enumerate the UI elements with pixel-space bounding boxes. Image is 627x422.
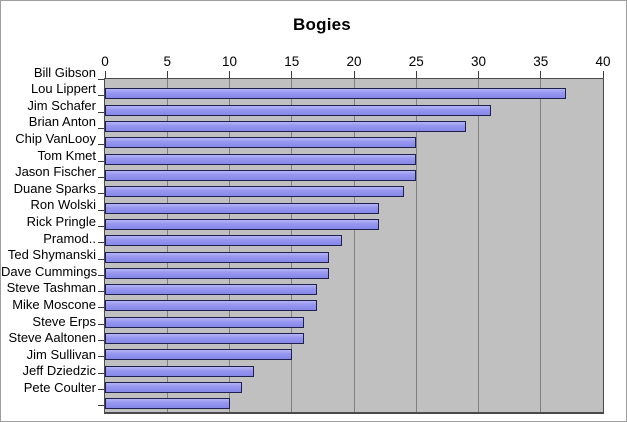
- bar-pramod-: [105, 251, 330, 263]
- bar-steve-aaltonen: [105, 349, 292, 361]
- y-axis-tick: [98, 176, 104, 178]
- category-label: Ron Wolski: [30, 197, 96, 213]
- y-axis-tick: [98, 340, 104, 342]
- chart-title: Bogies: [293, 15, 351, 34]
- y-axis-tick: [98, 323, 104, 325]
- x-axis-tick: [415, 71, 417, 78]
- y-axis-tick: [98, 274, 104, 276]
- category-label: Rick Pringle: [26, 213, 96, 229]
- y-axis-tick: [98, 405, 104, 407]
- category-label: Mike Moscone: [12, 296, 96, 312]
- x-axis-tick: [229, 71, 230, 78]
- category-label: Steve Erps: [32, 313, 96, 329]
- category-label: Tom Kmet: [37, 147, 96, 163]
- x-axis-tick: [291, 71, 293, 78]
- category-label: Jeff Dziedzic: [22, 363, 96, 379]
- x-tick-label: 5: [163, 54, 171, 69]
- bar-tom-kmet: [105, 169, 417, 181]
- y-axis-tick: [98, 79, 104, 80]
- y-axis-tick: [98, 95, 104, 97]
- x-tick-label: 10: [221, 54, 238, 69]
- y-axis-tick: [98, 127, 104, 129]
- category-label: Bill Gibson: [33, 64, 96, 80]
- bar-bill-gibson: [105, 88, 566, 100]
- y-axis-tick: [98, 193, 104, 195]
- category-label: Steve Aaltonen: [8, 330, 96, 346]
- x-axis-tick: [540, 71, 542, 78]
- y-axis-tick: [98, 144, 104, 146]
- y-axis-tick: [98, 242, 104, 244]
- category-label: Jim Schafer: [27, 97, 96, 113]
- bar-steve-tashman: [105, 300, 317, 312]
- bar-duane-sparks: [105, 202, 379, 214]
- bar-jeff-dziedzic: [105, 382, 242, 394]
- y-axis-tick: [98, 111, 104, 113]
- x-tick-label: 20: [346, 54, 362, 69]
- y-axis-tick: [98, 372, 104, 374]
- category-label: Brian Anton: [28, 114, 96, 130]
- category-label: Steve Tashman: [6, 280, 96, 296]
- bar-pete-coulter: [105, 398, 230, 410]
- category-label: Lou Lippert: [30, 81, 96, 97]
- category-label: Ted Shymanski: [7, 247, 96, 263]
- y-axis-tick: [98, 160, 104, 162]
- bar-rick-pringle: [105, 235, 342, 247]
- gridline: [353, 79, 355, 412]
- category-label: Duane Sparks: [13, 180, 96, 196]
- x-axis-tick: [478, 71, 479, 78]
- x-axis-tick: [166, 71, 168, 78]
- gridline: [415, 79, 417, 412]
- y-axis-tick: [98, 258, 104, 260]
- gridline: [540, 79, 542, 412]
- x-axis-tick: [353, 71, 355, 78]
- bar-ron-wolski: [105, 218, 379, 230]
- x-tick-label: 35: [533, 54, 549, 69]
- x-tick-label: 40: [595, 54, 611, 69]
- x-tick-label: 15: [284, 54, 300, 69]
- category-label: Jason Fischer: [15, 164, 96, 180]
- y-axis-tick: [98, 291, 104, 293]
- y-axis-tick: [98, 225, 104, 227]
- x-tick-label: 25: [408, 54, 424, 69]
- y-axis-tick: [98, 356, 104, 358]
- bar-ted-shymanski: [105, 267, 330, 279]
- bar-jason-fischer: [105, 186, 404, 198]
- y-axis-tick: [98, 389, 104, 391]
- bar-lou-lippert: [105, 104, 491, 116]
- bar-brian-anton: [105, 137, 417, 149]
- gridline: [478, 79, 479, 412]
- category-label: Jim Sullivan: [26, 346, 96, 362]
- x-tick-label: 0: [101, 54, 109, 69]
- y-axis-tick: [98, 209, 104, 211]
- category-label: Chip VanLooy: [15, 130, 96, 146]
- plot-area: [104, 78, 604, 414]
- category-label: Pete Coulter: [23, 379, 96, 395]
- x-axis-tick: [602, 71, 604, 78]
- bar-jim-sullivan: [105, 365, 255, 377]
- category-label: Dave Cummings: [1, 263, 98, 279]
- category-label: Pramod..: [43, 230, 96, 246]
- bar-dave-cummings: [105, 284, 317, 296]
- bar-steve-erps: [105, 333, 305, 345]
- y-axis-tick: [98, 307, 104, 309]
- x-axis-tick: [104, 71, 106, 78]
- bar-jim-schafer: [105, 120, 467, 132]
- x-tick-label: 30: [470, 54, 487, 69]
- bar-chip-vanlooy: [105, 153, 417, 165]
- bar-mike-moscone: [105, 316, 305, 328]
